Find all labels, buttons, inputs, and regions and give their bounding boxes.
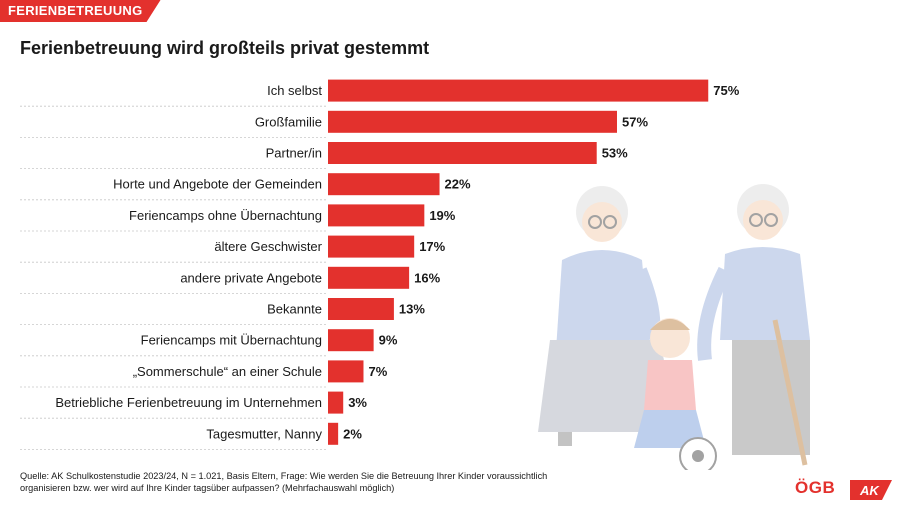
bar xyxy=(328,110,617,133)
category-label: Bekannte xyxy=(267,302,322,317)
source-note: Quelle: AK Schulkostenstudie 2023/24, N … xyxy=(20,471,548,493)
bar xyxy=(328,79,709,102)
bar xyxy=(328,360,364,383)
value-label: 75% xyxy=(713,83,739,98)
value-label: 9% xyxy=(379,333,398,348)
category-label: Feriencamps mit Übernachtung xyxy=(141,333,322,348)
category-label: Großfamilie xyxy=(255,114,322,129)
category-label: Ich selbst xyxy=(267,83,322,98)
value-label: 16% xyxy=(414,270,440,285)
value-label: 57% xyxy=(622,114,648,129)
ak-logo: AK xyxy=(850,480,892,500)
value-label: 19% xyxy=(429,208,455,223)
category-label: Horte und Angebote der Gemeinden xyxy=(113,177,322,192)
bar xyxy=(328,298,394,320)
bar xyxy=(328,391,344,414)
category-label: Tagesmutter, Nanny xyxy=(206,426,322,441)
bar xyxy=(328,422,339,445)
category-label: Betriebliche Ferienbetreuung im Unterneh… xyxy=(55,395,322,410)
value-label: 22% xyxy=(445,177,471,192)
category-label: ältere Geschwister xyxy=(214,239,322,254)
value-label: 17% xyxy=(419,239,445,254)
oegb-logo: ÖGB xyxy=(795,478,836,497)
bar xyxy=(328,329,374,352)
value-label: 2% xyxy=(343,426,362,441)
category-label: Partner/in xyxy=(266,146,322,161)
ak-logo-text: AK xyxy=(859,483,880,498)
category-label: andere private Angebote xyxy=(180,270,322,285)
bar xyxy=(328,266,410,289)
value-label: 53% xyxy=(602,146,628,161)
bar xyxy=(328,142,597,164)
value-label: 3% xyxy=(348,395,367,410)
bar xyxy=(328,235,415,258)
family-illustration xyxy=(538,184,810,470)
value-label: 7% xyxy=(368,364,387,379)
value-label: 13% xyxy=(399,302,425,317)
category-tag: FERIENBETREUUNG xyxy=(0,0,161,22)
category-label: „Sommerschule“ an einer Schule xyxy=(133,364,322,379)
category-label: Feriencamps ohne Übernachtung xyxy=(129,208,322,223)
bar-chart: Ich selbst 75% Großfamilie 57% Partner/in 53%… xyxy=(20,79,740,450)
chart-title: Ferienbetreuung wird großteils privat ge… xyxy=(20,38,430,58)
bar xyxy=(328,204,425,227)
bar xyxy=(328,173,440,196)
